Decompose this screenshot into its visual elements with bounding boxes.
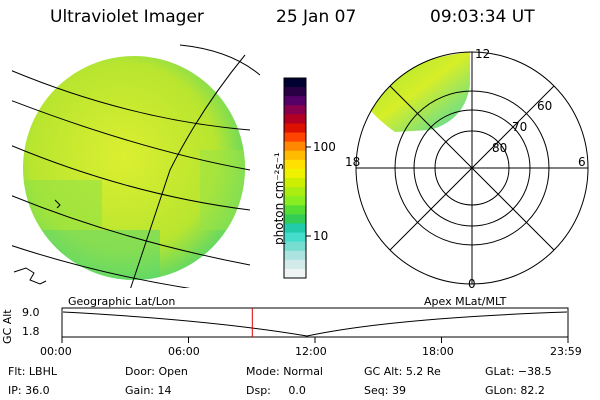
status-door: Door: Open bbox=[125, 365, 188, 378]
status-ip: IP: 36.0 bbox=[8, 384, 50, 397]
colorbar-segment bbox=[284, 178, 306, 188]
colorbar-segment bbox=[284, 259, 306, 270]
timeline-ytick-1: 1.8 bbox=[22, 325, 40, 338]
colorbar-segment bbox=[284, 187, 306, 197]
colorbar-ticks bbox=[306, 146, 311, 237]
apex-label: Apex MLat/MLT bbox=[424, 295, 507, 308]
mlt-label-6: 6 bbox=[578, 155, 586, 169]
time-readout: 09:03:34 UT bbox=[430, 7, 535, 27]
lat-label-80: 80 bbox=[492, 141, 508, 155]
status-seq: Seq: 39 bbox=[364, 384, 406, 397]
date-readout: 25 Jan 07 bbox=[276, 7, 357, 27]
altitude-curve bbox=[62, 311, 568, 337]
mlt-label-18: 18 bbox=[345, 155, 361, 169]
lat-lon-grid bbox=[12, 44, 260, 288]
colorbar-segment bbox=[284, 87, 306, 97]
colorbar-segment bbox=[284, 223, 306, 234]
lat-label-60: 60 bbox=[537, 99, 553, 113]
colorbar-segment bbox=[284, 141, 306, 152]
coastline bbox=[13, 267, 47, 285]
mlt-label-12: 12 bbox=[475, 47, 491, 61]
colorbar-segment bbox=[284, 132, 306, 143]
status-glon: GLon: 82.2 bbox=[485, 384, 545, 397]
timeline-xtick-0: 00:00 bbox=[40, 345, 72, 358]
colorbar-segment bbox=[284, 78, 306, 88]
mlt-label-0: 0 bbox=[468, 277, 476, 291]
colorbar-segment bbox=[284, 114, 306, 124]
colorbar-segment bbox=[284, 214, 306, 224]
colorbar bbox=[283, 77, 307, 279]
app-title: Ultraviolet Imager bbox=[50, 7, 204, 27]
aurora-coverage bbox=[362, 52, 470, 132]
status-gc-alt: GC Alt: 5.2 Re bbox=[364, 365, 441, 378]
colorbar-segment bbox=[284, 268, 306, 279]
colorbar-segment bbox=[284, 123, 306, 134]
status-dsp: Dsp: 0.0 bbox=[246, 384, 306, 397]
colorbar-tick-10: 10 bbox=[313, 229, 329, 243]
status-mode: Mode: Normal bbox=[246, 365, 323, 378]
status-gain: Gain: 14 bbox=[125, 384, 172, 397]
colorbar-frame bbox=[283, 77, 307, 279]
colorbar-segment bbox=[284, 168, 306, 179]
lat-label-70: 70 bbox=[512, 120, 528, 134]
colorbar-segment bbox=[284, 250, 306, 261]
colorbar-segment bbox=[284, 241, 306, 252]
timeline-ytick-9: 9.0 bbox=[22, 306, 40, 319]
geographic-label: Geographic Lat/Lon bbox=[68, 295, 176, 308]
altitude-timeline bbox=[61, 307, 569, 343]
status-glat: GLat: −38.5 bbox=[485, 365, 552, 378]
colorbar-segment bbox=[284, 150, 306, 161]
colorbar-segment bbox=[284, 96, 306, 106]
colorbar-segment bbox=[284, 105, 306, 115]
colorbar-segment bbox=[284, 205, 306, 215]
timeline-xtick-3: 18:00 bbox=[422, 345, 454, 358]
timeline-xtick-4: 23:59 bbox=[550, 345, 582, 358]
timeline-alt-label: GC Alt bbox=[1, 309, 14, 344]
colorbar-tick-100: 100 bbox=[313, 140, 336, 154]
timeline-xtick-2: 12:00 bbox=[295, 345, 327, 358]
colorbar-segment bbox=[284, 196, 306, 206]
timeline-xtick-1: 06:00 bbox=[168, 345, 200, 358]
colorbar-segment bbox=[284, 159, 306, 170]
colorbar-segment bbox=[284, 232, 306, 243]
status-flt: Flt: LBHL bbox=[8, 365, 57, 378]
timeline-frame bbox=[61, 307, 569, 338]
